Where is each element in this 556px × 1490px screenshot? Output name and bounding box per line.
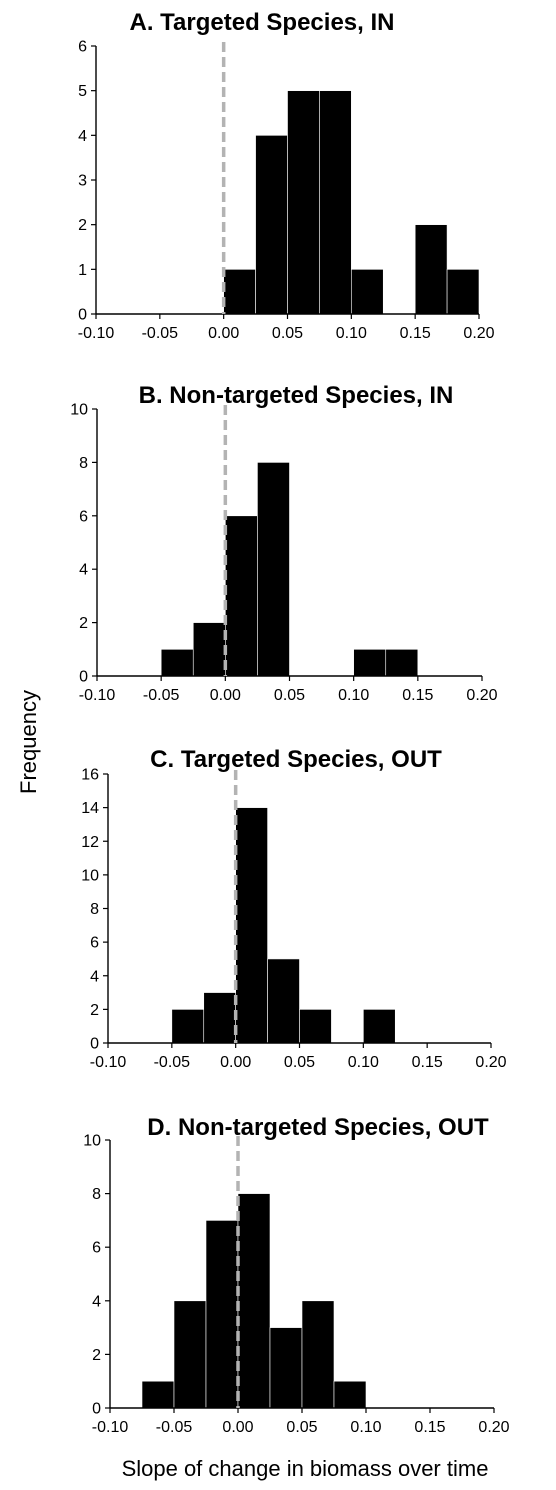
y-tick-label: 5	[78, 83, 87, 100]
y-tick-label: 10	[83, 1133, 101, 1150]
x-tick-label: 0.05	[286, 1419, 317, 1436]
panel-title: B. Non-targeted Species, IN	[139, 382, 454, 409]
x-tick-label: -0.05	[156, 1419, 193, 1436]
histogram-bar	[255, 135, 288, 315]
x-tick-label: 0.05	[272, 325, 303, 342]
histogram-bar	[301, 1300, 335, 1409]
panel-a: A. Targeted Species, IN 0 1 2 3 4 5 6 -0.10 -0.05…	[78, 9, 495, 342]
x-tick-label: -0.10	[90, 1054, 127, 1071]
histogram-bar	[351, 269, 384, 315]
histogram-bar	[237, 1193, 271, 1409]
y-tick-label: 2	[92, 1347, 101, 1364]
y-tick-label: 10	[70, 402, 88, 419]
y-tick-label: 16	[81, 767, 99, 784]
y-tick-label: 10	[81, 867, 99, 884]
panel-c: C. Targeted Species, OUT 0 2 4 6 8 10 12 14 16 -0.…	[81, 746, 506, 1071]
histogram-bar	[363, 1009, 396, 1044]
x-tick-label: 0.05	[274, 687, 305, 704]
x-tick-label: 0.10	[338, 687, 369, 704]
y-tick-label: 2	[90, 1002, 99, 1019]
panel-title: A. Targeted Species, IN	[130, 9, 395, 36]
x-tick-label: -0.05	[143, 687, 180, 704]
histogram-bar	[414, 224, 448, 315]
y-tick-label: 6	[92, 1240, 101, 1257]
y-tick-label: 0	[92, 1401, 101, 1418]
x-tick-label: 0.10	[348, 1054, 379, 1071]
panel-d: D. Non-targeted Species, OUT 0 2 4 6 8 10 -0.10…	[83, 1114, 509, 1436]
histogram-bar	[203, 992, 236, 1044]
y-tick-label: 6	[90, 935, 99, 952]
shared-x-axis-label: Slope of change in biomass over time	[122, 1456, 489, 1481]
x-tick-label: 0.20	[475, 1054, 506, 1071]
y-tick-label: 4	[90, 968, 99, 985]
y-tick-label: 12	[81, 834, 99, 851]
y-tick-label: 0	[78, 307, 87, 324]
y-tick-label: 6	[79, 508, 88, 525]
histogram-bar	[446, 269, 480, 315]
histogram-bar	[299, 1009, 332, 1044]
x-tick-label: 0.15	[414, 1419, 445, 1436]
x-tick-label: -0.05	[154, 1054, 191, 1071]
x-tick-label: -0.05	[142, 325, 179, 342]
histogram-bar	[235, 807, 268, 1044]
panel-title: C. Targeted Species, OUT	[150, 746, 442, 773]
histogram-bar	[319, 90, 352, 315]
y-tick-label: 3	[78, 173, 87, 190]
y-tick-label: 14	[81, 800, 99, 817]
y-tick-label: 6	[78, 39, 87, 56]
histogram-bar	[192, 622, 226, 677]
histogram-bar	[269, 1327, 303, 1409]
y-tick-label: 0	[90, 1036, 99, 1053]
histogram-bar	[171, 1009, 205, 1044]
x-tick-label: -0.10	[79, 687, 116, 704]
x-tick-label: -0.10	[78, 325, 115, 342]
histogram-bar	[257, 462, 290, 677]
y-tick-label: 0	[79, 669, 88, 686]
x-tick-label: -0.10	[92, 1419, 129, 1436]
x-tick-label: 0.15	[400, 325, 431, 342]
y-tick-label: 2	[78, 217, 87, 234]
x-tick-label: 0.00	[208, 325, 239, 342]
x-tick-label: 0.00	[210, 687, 241, 704]
x-tick-label: 0.20	[463, 325, 494, 342]
histogram-bar	[267, 958, 300, 1044]
histogram-bar	[173, 1300, 207, 1409]
x-tick-label: 0.00	[222, 1419, 253, 1436]
x-tick-label: 0.15	[402, 687, 433, 704]
histogram-bar	[205, 1220, 239, 1409]
panel-b: B. Non-targeted Species, IN 0 2 4 6 8 10 -0.10 -…	[70, 382, 497, 704]
shared-y-axis-label: Frequency	[16, 690, 41, 794]
x-tick-label: 0.20	[478, 1419, 509, 1436]
histogram-bar	[160, 648, 194, 677]
x-tick-label: 0.05	[284, 1054, 315, 1071]
histogram-bar	[141, 1380, 175, 1409]
y-tick-label: 4	[92, 1293, 101, 1310]
x-tick-label: 0.10	[336, 325, 367, 342]
histogram-bar	[287, 90, 320, 315]
y-tick-label: 2	[79, 615, 88, 632]
histogram-bar	[223, 269, 256, 315]
x-tick-label: 0.20	[466, 687, 497, 704]
panel-title: D. Non-targeted Species, OUT	[147, 1114, 489, 1141]
y-tick-label: 4	[79, 562, 88, 579]
y-tick-label: 8	[92, 1186, 101, 1203]
y-tick-label: 4	[78, 128, 87, 145]
histogram-bar	[353, 648, 387, 677]
y-tick-label: 8	[90, 901, 99, 918]
histogram-bar	[225, 515, 258, 677]
x-tick-label: 0.00	[220, 1054, 251, 1071]
x-tick-label: 0.10	[350, 1419, 381, 1436]
histogram-bar	[333, 1380, 367, 1409]
histogram-bar	[385, 648, 419, 677]
x-tick-label: 0.15	[412, 1054, 443, 1071]
y-tick-label: 1	[78, 262, 87, 279]
y-tick-label: 8	[79, 455, 88, 472]
